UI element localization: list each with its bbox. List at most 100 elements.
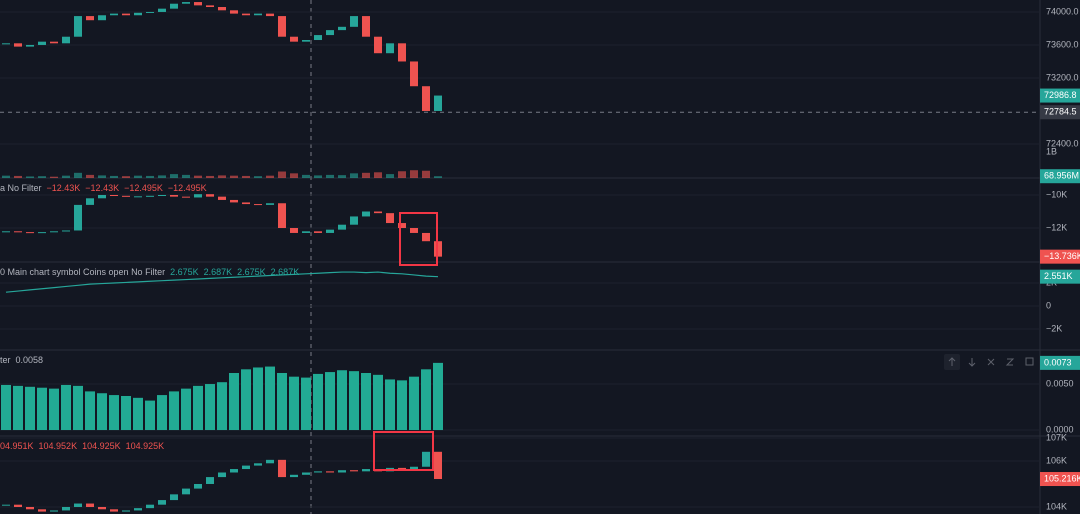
candle: [374, 36, 382, 54]
candle: [206, 477, 214, 484]
candle: [98, 194, 106, 199]
y-tick-label: −2K: [1046, 323, 1062, 333]
candle: [206, 194, 214, 197]
candle: [290, 474, 298, 478]
candle: [86, 503, 94, 507]
volume-bar: [122, 176, 130, 178]
histogram-bar: [133, 397, 143, 431]
candle: [398, 43, 406, 62]
candle: [242, 13, 250, 16]
y-tick-label: 1B: [1046, 146, 1057, 156]
legend-value: 2.687K: [271, 267, 300, 277]
candle: [266, 459, 274, 464]
volume-bar: [374, 172, 382, 178]
volume-bar: [206, 175, 214, 178]
candle: [242, 202, 250, 205]
histogram-bar: [97, 393, 107, 431]
legend-value: −12.495K: [168, 183, 207, 193]
candle: [2, 504, 10, 506]
histogram-bar: [373, 374, 383, 431]
candle: [74, 204, 82, 231]
volume-bar: [170, 174, 178, 178]
candle: [2, 43, 10, 45]
candle: [434, 451, 442, 480]
legend-value: −12.495K: [124, 183, 163, 193]
line: [5, 271, 439, 293]
legend: 04.951K 104.952K 104.925K 104.925K: [0, 441, 164, 451]
candle: [386, 43, 394, 54]
histogram-bar: [361, 372, 371, 431]
volume-bar: [326, 174, 334, 178]
crosshair-box: [1040, 105, 1080, 120]
candle: [314, 35, 322, 41]
candle: [134, 508, 142, 511]
candle: [338, 26, 346, 31]
candle: [254, 463, 262, 466]
legend: a No Filter −12.43K −12.43K −12.495K −12.495…: [0, 183, 207, 193]
volume-bar: [98, 175, 106, 178]
candle: [362, 469, 370, 472]
candle: [110, 509, 118, 512]
legend: ter 0.0058: [0, 355, 43, 365]
highlight-box: [399, 212, 438, 266]
histogram-bar: [313, 373, 323, 431]
candle: [62, 36, 70, 44]
pane-toolbar[interactable]: [944, 354, 1034, 370]
legend-name: a No Filter: [0, 183, 42, 193]
last-value-box: [1040, 88, 1080, 103]
volume-bar: [158, 175, 166, 178]
candle: [2, 231, 10, 233]
histogram-bar: [349, 371, 359, 431]
candle: [50, 231, 58, 233]
volume-bar: [350, 173, 358, 178]
candle: [362, 211, 370, 217]
y-tick-label: 107K: [1046, 432, 1067, 442]
histogram-bar: [289, 376, 299, 431]
volume-bar: [218, 175, 226, 178]
volume-bar: [146, 175, 154, 178]
histogram-bar: [421, 369, 431, 431]
volume-bar: [110, 175, 118, 178]
candle: [398, 223, 406, 229]
legend-value: 0.0058: [16, 355, 44, 365]
legend-value: 2.675K: [237, 267, 266, 277]
candle: [266, 203, 274, 205]
candle: [86, 16, 94, 21]
candle: [326, 229, 334, 233]
candle: [422, 232, 430, 242]
volume-bar: [14, 175, 22, 178]
last-value-label: −13.736K: [1044, 251, 1080, 261]
candle: [386, 213, 394, 224]
candle: [290, 228, 298, 233]
candle: [218, 196, 226, 200]
histogram-bar: [85, 391, 95, 431]
candle: [14, 43, 22, 47]
candle: [14, 504, 22, 507]
candle: [182, 2, 190, 4]
histogram-bar: [61, 384, 71, 431]
candle: [410, 466, 418, 470]
histogram-bar: [145, 400, 155, 431]
volume-bar: [290, 173, 298, 178]
candle: [98, 15, 106, 21]
candle: [194, 2, 202, 6]
candle: [26, 44, 34, 47]
last-value-label: 105.216K: [1044, 473, 1080, 483]
candle: [98, 506, 106, 510]
legend-value: 104.925K: [126, 441, 165, 451]
last-value-label: 68.956M: [1044, 171, 1079, 181]
candle: [362, 16, 370, 37]
candle: [194, 483, 202, 489]
candle: [278, 16, 286, 37]
candle: [38, 41, 46, 45]
y-tick-label: 106K: [1046, 455, 1067, 465]
volume-bar: [434, 176, 442, 178]
candle: [74, 503, 82, 507]
crosshair-label: 72784.5: [1044, 107, 1077, 117]
candle: [422, 451, 430, 467]
histogram-bar: [181, 388, 191, 431]
candle: [350, 470, 358, 472]
volume-bar: [386, 174, 394, 178]
